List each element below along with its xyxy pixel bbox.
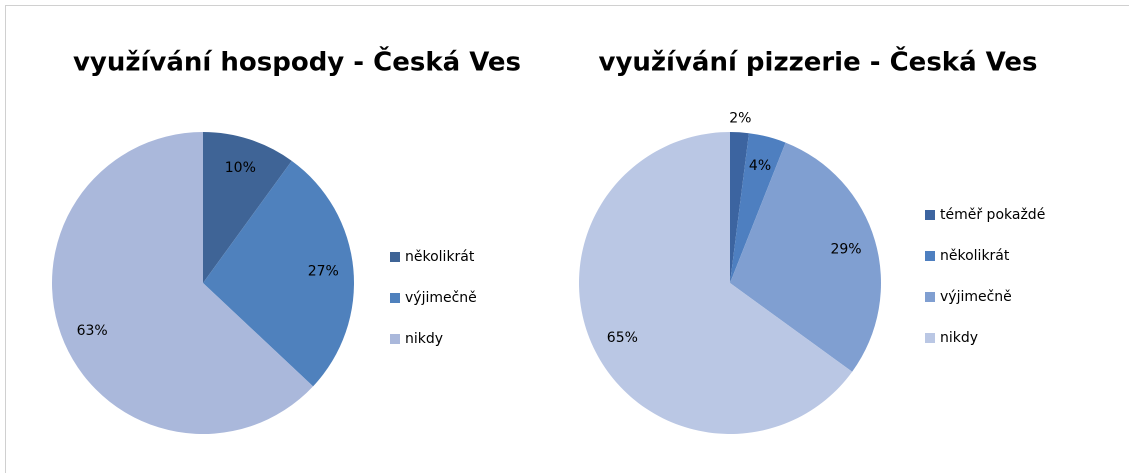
- legend-label: několikrát: [940, 248, 1010, 264]
- pie-slice: [730, 133, 786, 283]
- data-label: 29%: [830, 241, 861, 257]
- data-label: 65%: [607, 330, 638, 346]
- legend-swatch: [925, 292, 935, 302]
- data-label: 2%: [729, 111, 751, 127]
- legend-swatch: [390, 293, 400, 303]
- chart-title: využívání pizzerie - Česká Ves: [599, 46, 1038, 78]
- legend-swatch: [925, 333, 935, 343]
- legend-swatch: [390, 252, 400, 262]
- chart-title: využívání hospody - Česká Ves: [73, 46, 521, 78]
- data-label: 27%: [308, 264, 339, 280]
- legend-swatch: [925, 210, 935, 220]
- data-label: 63%: [77, 323, 108, 339]
- data-label: 10%: [225, 160, 256, 176]
- pie-slice: [203, 160, 354, 387]
- legend-label: výjimečně: [405, 290, 477, 306]
- legend-swatch: [925, 251, 935, 261]
- pie-slice: [51, 132, 314, 434]
- legend-label: nikdy: [940, 330, 978, 346]
- legend-label: téměř pokaždé: [940, 207, 1045, 223]
- pie-slice: [730, 132, 749, 283]
- pie-slice: [203, 132, 292, 283]
- legend-label: nikdy: [405, 331, 443, 347]
- legend-swatch: [390, 334, 400, 344]
- data-label: 4%: [749, 158, 771, 174]
- pie-slice: [578, 132, 853, 435]
- legend-label: několikrát: [405, 249, 475, 265]
- legend-label: výjimečně: [940, 289, 1012, 305]
- pie-slice: [730, 142, 881, 372]
